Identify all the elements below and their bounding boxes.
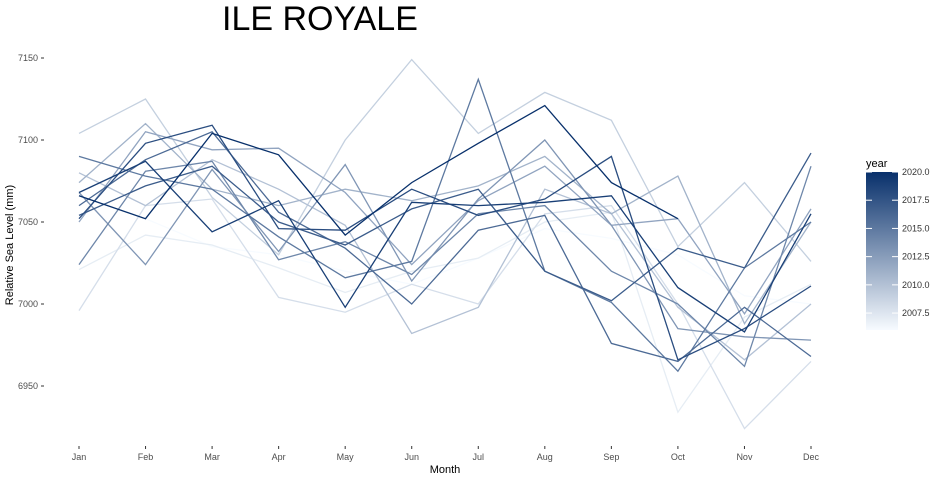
series-line-2012	[78, 131, 812, 315]
x-tick-label: Dec	[803, 452, 820, 462]
series-line-2010	[78, 158, 812, 361]
series-line-2016	[78, 131, 812, 363]
series-line-2019	[78, 160, 812, 333]
series-line-2018	[78, 124, 812, 361]
series-line-2015	[78, 77, 812, 373]
legend: year 2007.5 2010.0 2012.5 2015.0 2017.5 2020.…	[866, 158, 930, 330]
x-tick-label: Feb	[138, 452, 154, 462]
x-tick-label: Mar	[204, 452, 220, 462]
x-tick-label: Apr	[272, 452, 286, 462]
series-line-2008	[78, 198, 812, 430]
x-tick-label: Aug	[537, 452, 553, 462]
y-axis: 6950 7000 7050 7100 7150	[18, 53, 44, 391]
series-line-2011	[78, 122, 812, 326]
x-tick-label: Sep	[603, 452, 619, 462]
x-tick-label: Nov	[736, 452, 753, 462]
y-tick-label: 7000	[18, 299, 38, 309]
y-tick-label: 6950	[18, 381, 38, 391]
legend-title: year	[866, 158, 888, 170]
series-line-2013	[78, 139, 812, 341]
x-tick-label: Jul	[473, 452, 485, 462]
x-axis-title: Month	[430, 464, 461, 476]
x-tick-label: Oct	[671, 452, 686, 462]
legend-tick-label: 2010.0	[902, 280, 930, 290]
series-line-2006	[78, 195, 812, 305]
x-axis: Jan Feb Mar Apr May Jun Jul Aug Sep Oct Nov Dec	[72, 446, 820, 462]
series-line-2017	[78, 152, 812, 302]
x-tick-label: May	[337, 452, 355, 462]
legend-tick-label: 2020.0	[902, 167, 930, 177]
legend-colorbar	[866, 172, 898, 330]
series-line-2020	[78, 104, 679, 237]
y-axis-title: Relative Sea Level (mm)	[4, 185, 16, 305]
x-tick-label: Jun	[404, 452, 419, 462]
legend-tick-label: 2017.5	[902, 195, 930, 205]
series-line-2014	[78, 160, 812, 368]
legend-tick-label: 2012.5	[902, 252, 930, 262]
x-tick-label: Jan	[72, 452, 87, 462]
legend-ticks: 2007.5 2010.0 2012.5 2015.0 2017.5 2020.0	[866, 167, 930, 318]
series-lines	[78, 58, 812, 430]
y-tick-label: 7150	[18, 53, 38, 63]
y-tick-label: 7100	[18, 135, 38, 145]
chart-title: ILE ROYALE	[222, 0, 418, 38]
series-line-2007	[78, 211, 812, 414]
y-tick-label: 7050	[18, 217, 38, 227]
legend-tick-label: 2007.5	[902, 308, 930, 318]
legend-tick-label: 2015.0	[902, 223, 930, 233]
series-line-2009	[78, 58, 812, 262]
